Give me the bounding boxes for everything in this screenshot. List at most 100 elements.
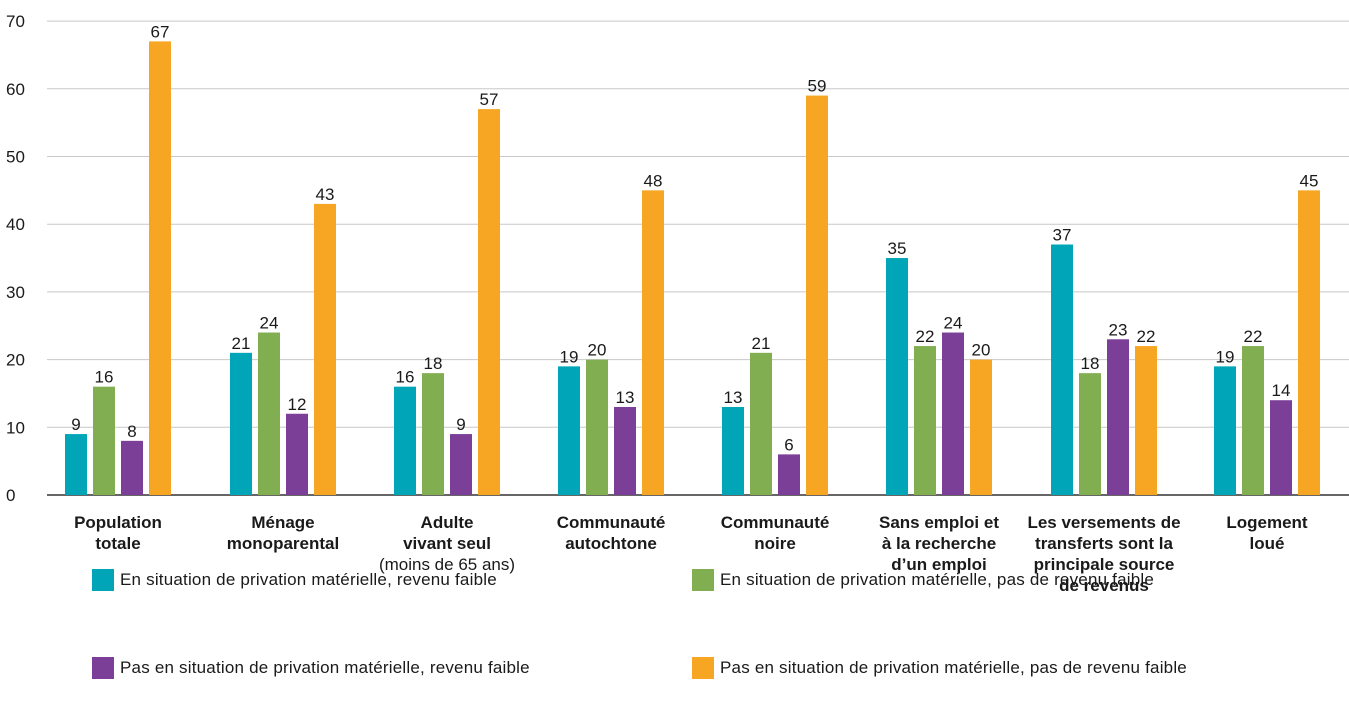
category-label: Population xyxy=(74,513,162,532)
y-tick-label: 60 xyxy=(6,80,25,99)
data-label: 37 xyxy=(1053,226,1072,245)
bar xyxy=(778,454,800,495)
bar xyxy=(450,434,472,495)
category-label: Adulte xyxy=(421,513,474,532)
bar xyxy=(1270,400,1292,495)
data-label: 20 xyxy=(972,341,991,360)
bar xyxy=(970,359,992,495)
bar xyxy=(614,406,636,495)
data-label: 35 xyxy=(888,239,907,258)
category-label: monoparental xyxy=(227,534,339,553)
bar xyxy=(750,352,772,495)
bar-chart: 0 10 20 30 40 50 60 70 9 21 16 19 13 35 37 19 16 24 18 20 21… xyxy=(6,12,1349,595)
category-label: à la recherche xyxy=(882,534,996,553)
bar xyxy=(258,332,280,495)
data-label: 18 xyxy=(424,354,443,373)
y-tick-label: 20 xyxy=(6,351,25,370)
bar xyxy=(286,413,308,495)
data-label: 6 xyxy=(784,435,793,454)
data-label: 45 xyxy=(1300,171,1319,190)
category-label: transferts sont la xyxy=(1035,534,1173,553)
data-label: 9 xyxy=(456,415,465,434)
data-label: 21 xyxy=(752,334,771,353)
category-label: Sans emploi et xyxy=(879,513,999,532)
legend-swatch xyxy=(692,569,714,591)
legend-swatch xyxy=(692,657,714,679)
category-label: Communauté xyxy=(721,513,830,532)
data-label: 43 xyxy=(316,185,335,204)
bar xyxy=(149,41,171,495)
category-label: principale source xyxy=(1034,555,1175,574)
category-label: totale xyxy=(95,534,140,553)
data-label: 21 xyxy=(232,334,251,353)
data-label: 12 xyxy=(288,395,307,414)
data-label: 20 xyxy=(588,341,607,360)
bar xyxy=(478,109,500,496)
bar xyxy=(422,373,444,495)
legend-label: En situation de privation matérielle, re… xyxy=(120,570,497,589)
y-tick-label: 40 xyxy=(6,215,25,234)
category-label: de revenus xyxy=(1059,576,1149,595)
bar xyxy=(586,359,608,495)
legend-swatch xyxy=(92,657,114,679)
data-label: 22 xyxy=(1137,327,1156,346)
category-label: vivant seul xyxy=(403,534,491,553)
bar xyxy=(1214,366,1236,495)
category-label: Communauté xyxy=(557,513,666,532)
category-label: noire xyxy=(754,534,796,553)
category-label: Les versements de xyxy=(1027,513,1180,532)
category-label: Ménage xyxy=(251,513,314,532)
data-label: 19 xyxy=(1216,347,1235,366)
bar xyxy=(886,258,908,495)
legend-label: En situation de privation matérielle, pa… xyxy=(720,570,1155,589)
data-label: 59 xyxy=(808,77,827,96)
data-label: 48 xyxy=(644,171,663,190)
bar xyxy=(1079,373,1101,495)
bar xyxy=(93,386,115,495)
legend-label: Pas en situation de privation matérielle… xyxy=(720,658,1187,677)
bar xyxy=(121,440,143,495)
data-label: 16 xyxy=(95,368,114,387)
category-label: loué xyxy=(1250,534,1285,553)
bar xyxy=(1242,346,1264,495)
bar xyxy=(806,95,828,495)
data-label: 14 xyxy=(1272,381,1291,400)
data-label: 24 xyxy=(944,314,963,333)
bar xyxy=(1051,244,1073,495)
data-label: 22 xyxy=(916,327,935,346)
category-label: autochtone xyxy=(565,534,657,553)
bar xyxy=(942,332,964,495)
legend-swatch xyxy=(92,569,114,591)
data-label: 24 xyxy=(260,314,279,333)
y-tick-label: 70 xyxy=(6,12,25,31)
data-label: 9 xyxy=(71,415,80,434)
bar xyxy=(394,386,416,495)
legend-item: En situation de privation matérielle, pa… xyxy=(692,569,1154,591)
data-label: 67 xyxy=(151,22,170,41)
data-label: 13 xyxy=(616,388,635,407)
data-label: 18 xyxy=(1081,354,1100,373)
category-label: Logement xyxy=(1226,513,1308,532)
data-label: 16 xyxy=(396,368,415,387)
data-label: 23 xyxy=(1109,320,1128,339)
bar xyxy=(558,366,580,495)
bar xyxy=(642,190,664,495)
data-label: 8 xyxy=(127,422,136,441)
y-tick-label: 10 xyxy=(6,418,25,437)
legend-item: Pas en situation de privation matérielle… xyxy=(692,657,1187,679)
category-label: (moins de 65 ans) xyxy=(379,555,515,574)
y-tick-label: 50 xyxy=(6,148,25,167)
bar xyxy=(314,203,336,495)
bar xyxy=(230,352,252,495)
legend-label: Pas en situation de privation matérielle… xyxy=(120,658,530,677)
bar xyxy=(1298,190,1320,495)
bar xyxy=(722,406,744,495)
data-label: 19 xyxy=(560,347,579,366)
bar xyxy=(1135,346,1157,495)
y-tick-label: 0 xyxy=(6,486,15,505)
y-tick-label: 30 xyxy=(6,283,25,302)
bar xyxy=(914,346,936,495)
data-label: 13 xyxy=(724,388,743,407)
bar xyxy=(65,434,87,495)
category-label: d’un emploi xyxy=(891,555,986,574)
